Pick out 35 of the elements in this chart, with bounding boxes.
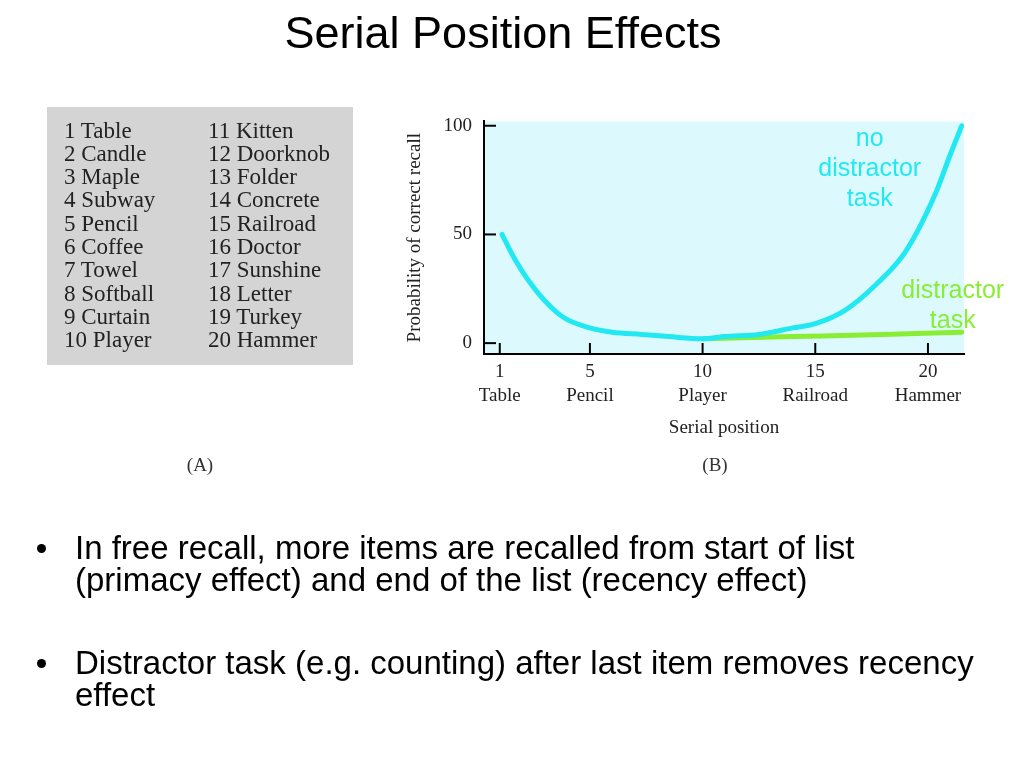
text: 7 Towel <box>64 257 138 283</box>
text: 6 Coffee <box>64 234 144 259</box>
x-tick-label: 1 Table <box>478 359 521 405</box>
text: (B) <box>702 454 728 476</box>
y-tick-label: 50 <box>453 222 472 244</box>
text: 16 Doctor <box>208 234 301 259</box>
text: 11 Kitten <box>208 117 294 143</box>
x-tick-label: 10 Player <box>678 359 728 405</box>
text: In free recall, more items are recalled from start of list (primacy effect) and end of the list (recency effect) <box>75 529 856 598</box>
text: 13 Folder <box>208 164 297 190</box>
text: 14 Concrete <box>208 187 320 213</box>
text: 1 Table <box>64 117 132 143</box>
x-tick-label: 20 Hammer <box>894 359 962 405</box>
text: Distractor task (e.g. counting) after last item removes recency effect <box>75 644 975 713</box>
text: 5 Pencil <box>64 210 139 236</box>
text: 15 Railroad <box>208 210 316 236</box>
text: 2 Candle <box>64 140 147 166</box>
text: 9 Curtain <box>64 303 151 329</box>
y-axis-title: Probability of correct recall <box>403 132 425 343</box>
x-tick-label: 5 Pencil <box>566 359 614 405</box>
chart-title: Serial Position Effects <box>283 6 723 60</box>
text: 18 Letter <box>208 280 292 306</box>
text: 17 Sunshine <box>208 257 322 283</box>
y-tick-label: 0 <box>462 331 472 353</box>
series-label: distractor task <box>901 275 1005 334</box>
text: 10 Player <box>64 327 152 353</box>
text: 8 Softball <box>64 280 155 306</box>
series-label: no distractor task <box>818 123 922 212</box>
x-axis-title: Serial position <box>668 415 780 437</box>
x-tick-label: 15 Railroad <box>782 359 849 405</box>
text: 12 Doorknob <box>208 140 331 166</box>
text: (A) <box>186 454 214 476</box>
text: 19 Turkey <box>208 303 302 329</box>
text: 3 Maple <box>64 164 141 190</box>
y-tick-label: 100 <box>443 113 472 135</box>
